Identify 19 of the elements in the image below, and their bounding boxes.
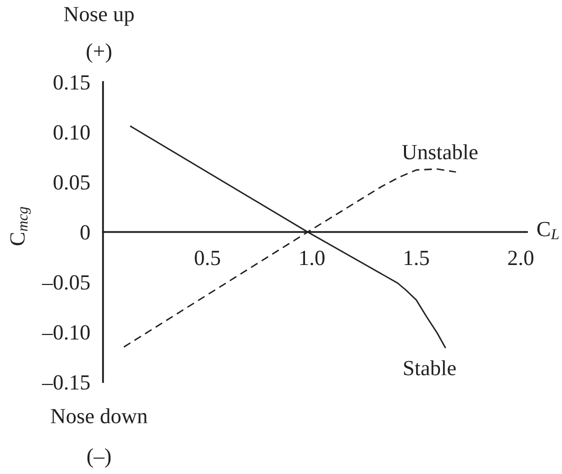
text: Nose down — [50, 408, 148, 424]
y-axis-title: C$_{mcg}$ — [10, 206, 31, 246]
series-label: Stable — [404, 360, 456, 376]
text: (–) — [87, 448, 111, 468]
y-tick-label: –0.10 — [42, 325, 90, 340]
y-tick-label: 0.15 — [54, 75, 90, 90]
x-axis-title: C$_{L}$ — [537, 222, 559, 240]
text: (+) — [86, 43, 112, 63]
y-tick-label: 0 — [80, 225, 90, 240]
x-tick-label: 0.5 — [194, 250, 220, 266]
x-tick-label: 1.0 — [300, 250, 324, 266]
y-tick-label: –0.15 — [42, 375, 90, 390]
y-tick-label: 0.10 — [54, 125, 90, 140]
x-tick-label: 1.5 — [404, 250, 429, 266]
y-tick-label: 0.05 — [54, 175, 90, 190]
text: Nose up — [64, 7, 134, 26]
x-tick-label: 2.0 — [508, 250, 534, 266]
y-tick-label: –0.05 — [42, 275, 90, 290]
series-label: Unstable — [402, 144, 478, 160]
